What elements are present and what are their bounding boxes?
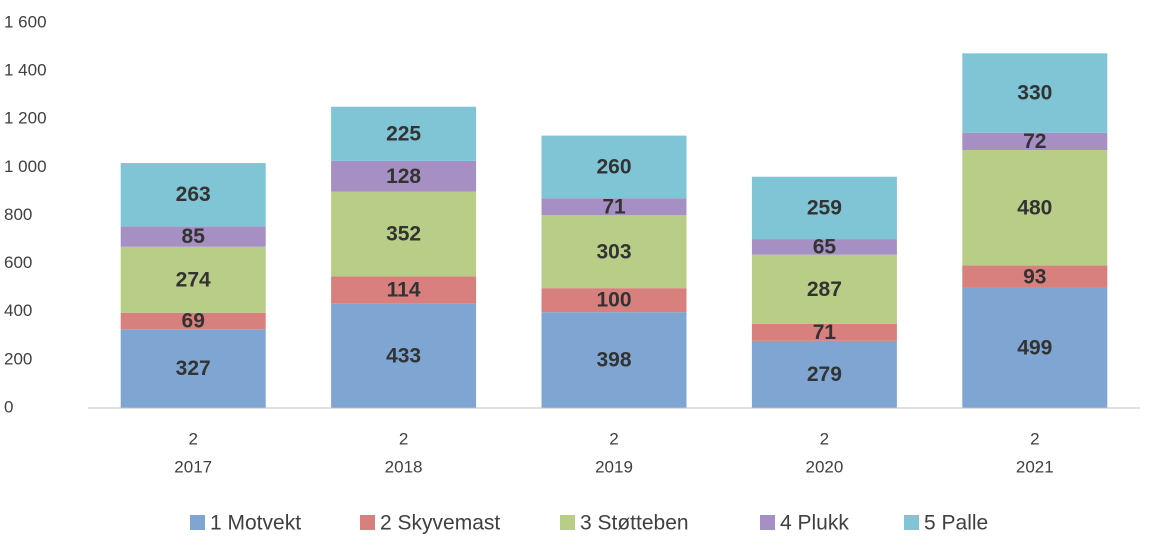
x-tick-label: 2 xyxy=(609,429,618,448)
legend-swatch xyxy=(904,515,919,530)
bar-segment xyxy=(962,132,1108,151)
x-tick-label: 2 xyxy=(188,429,197,448)
y-tick-label: 600 xyxy=(4,253,32,272)
x-tick-label: 2 xyxy=(1030,429,1039,448)
bar-segment xyxy=(541,288,687,313)
legend-swatch xyxy=(760,515,775,530)
x-tick-label: 2017 xyxy=(174,457,212,476)
value-label: 327 xyxy=(176,357,211,380)
bar-segment xyxy=(541,198,687,216)
x-tick-label: 2 xyxy=(399,429,408,448)
value-label: 433 xyxy=(386,344,421,367)
value-label: 93 xyxy=(1023,265,1046,288)
value-label: 259 xyxy=(807,196,842,219)
value-label: 100 xyxy=(596,289,631,312)
value-label: 352 xyxy=(386,223,421,246)
bar-segment xyxy=(751,323,897,341)
legend-label: 5 Palle xyxy=(924,512,988,535)
legend-label: 4 Plukk xyxy=(780,512,849,535)
legend-swatch xyxy=(360,515,375,530)
value-label: 69 xyxy=(182,310,205,333)
bar-segment xyxy=(331,303,477,408)
bar-segment xyxy=(541,135,687,199)
bar-segment xyxy=(120,163,266,227)
legend-swatch xyxy=(190,515,205,530)
bar-segment xyxy=(331,191,477,277)
y-tick-label: 0 xyxy=(4,397,13,416)
value-label: 263 xyxy=(176,183,211,206)
value-label: 114 xyxy=(387,279,421,302)
value-label: 72 xyxy=(1023,130,1046,153)
value-label: 499 xyxy=(1017,337,1052,360)
bar-segment xyxy=(541,312,687,408)
value-label: 303 xyxy=(596,240,631,263)
bar-segment xyxy=(751,239,897,255)
value-label: 279 xyxy=(807,363,842,386)
bar-segment xyxy=(541,215,687,289)
y-tick-label: 400 xyxy=(4,301,32,320)
value-label: 330 xyxy=(1017,82,1052,105)
x-tick-label: 2020 xyxy=(805,457,843,476)
value-label: 274 xyxy=(176,268,211,291)
bar-segment xyxy=(962,150,1108,266)
value-label: 128 xyxy=(386,165,421,188)
value-label: 260 xyxy=(596,155,631,178)
x-tick-label: 2018 xyxy=(385,457,423,476)
bar-segment xyxy=(962,287,1108,408)
x-tick-label: 2019 xyxy=(595,457,633,476)
value-label: 398 xyxy=(596,349,631,372)
bar-segment xyxy=(751,340,897,408)
bar-segment xyxy=(751,254,897,324)
value-label: 225 xyxy=(386,122,421,145)
bar-segment xyxy=(120,312,266,330)
bar-segment xyxy=(962,53,1108,133)
value-label: 71 xyxy=(602,195,626,218)
bar-segment xyxy=(120,329,266,408)
bar-segment xyxy=(120,226,266,247)
bar-segment xyxy=(962,265,1108,288)
x-tick-label: 2021 xyxy=(1016,457,1054,476)
legend-label: 2 Skyvemast xyxy=(380,512,500,535)
y-tick-label: 1 000 xyxy=(4,157,47,176)
bar-segment xyxy=(331,106,477,161)
legend-swatch xyxy=(560,515,575,530)
y-tick-label: 800 xyxy=(4,205,32,224)
value-label: 85 xyxy=(182,225,206,248)
legend-label: 1 Motvekt xyxy=(210,512,301,535)
y-tick-label: 1 600 xyxy=(4,12,47,31)
bar-segment xyxy=(120,246,266,313)
bar-segment xyxy=(751,176,897,240)
value-label: 65 xyxy=(813,235,837,258)
value-label: 71 xyxy=(813,321,837,344)
x-tick-label: 2 xyxy=(820,429,829,448)
y-tick-label: 1 400 xyxy=(4,61,47,80)
value-label: 480 xyxy=(1017,196,1052,219)
legend-label: 3 Støtteben xyxy=(580,512,689,535)
bar-segment xyxy=(331,160,477,192)
y-tick-label: 200 xyxy=(4,349,32,368)
value-label: 287 xyxy=(807,278,842,301)
y-tick-label: 1 200 xyxy=(4,109,47,128)
bar-segment xyxy=(331,276,477,304)
